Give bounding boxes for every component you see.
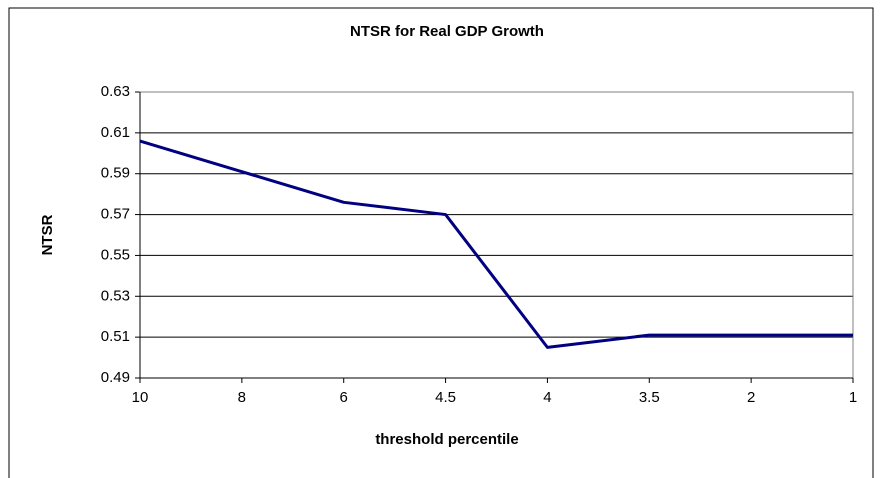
x-tick-label: 6 xyxy=(340,389,348,406)
y-tick-label: 0.63 xyxy=(101,83,130,100)
x-axis-label: threshold percentile xyxy=(375,431,518,448)
x-tick-label: 3.5 xyxy=(639,389,660,406)
y-axis-label: NTSR xyxy=(39,214,56,255)
x-tick-label: 4.5 xyxy=(435,389,456,406)
data-line xyxy=(139,139,853,349)
y-tick-label: 0.61 xyxy=(101,124,130,141)
x-tick-label: 10 xyxy=(132,389,149,406)
y-tick-label: 0.51 xyxy=(101,328,130,345)
x-tick-label: 4 xyxy=(543,389,551,406)
x-tick-label: 8 xyxy=(238,389,246,406)
y-tick-label: 0.55 xyxy=(101,246,130,263)
y-tick-label: 0.57 xyxy=(101,206,130,223)
y-tick-label: 0.49 xyxy=(101,369,130,386)
x-tick-label: 2 xyxy=(747,389,755,406)
y-tick-label: 0.59 xyxy=(101,165,130,182)
y-tick-label: 0.53 xyxy=(101,287,130,304)
x-tick-label: 1 xyxy=(849,389,857,406)
chart-frame xyxy=(8,7,874,478)
chart-title: NTSR for Real GDP Growth xyxy=(350,23,544,40)
